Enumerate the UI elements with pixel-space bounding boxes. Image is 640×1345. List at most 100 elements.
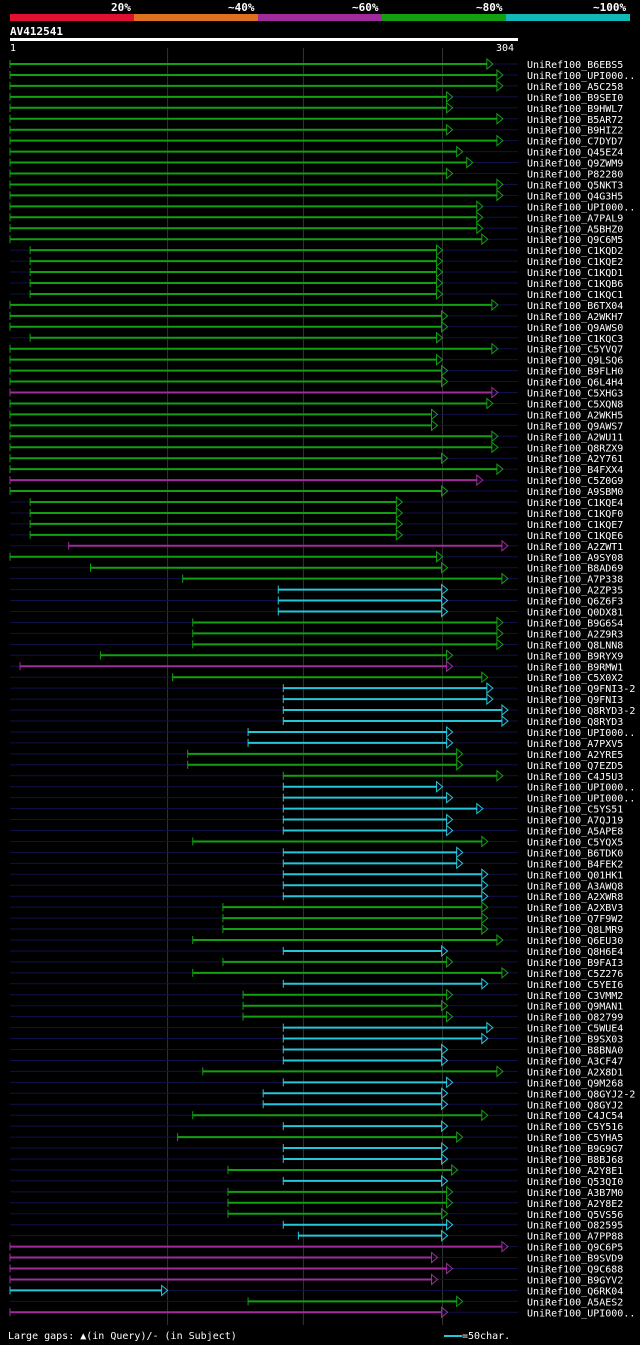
hit-label[interactable]: UniRef100_Q8GYJ2-2 <box>527 1089 635 1100</box>
hit-label[interactable]: UniRef100_B9RMW1 <box>527 662 623 673</box>
hit-label[interactable]: UniRef100_O82799 <box>527 1013 623 1024</box>
hit-label[interactable]: UniRef100_B9SVD9 <box>527 1254 623 1265</box>
hit-label[interactable]: UniRef100_UPI000.. <box>527 1308 635 1319</box>
hit-label[interactable]: UniRef100_C4J5U3 <box>527 772 623 783</box>
hit-label[interactable]: UniRef100_C1KQD1 <box>527 268 623 279</box>
hit-label[interactable]: UniRef100_Q45EZ4 <box>527 148 623 159</box>
hit-label[interactable]: UniRef100_Q8RYD3 <box>527 717 623 728</box>
hit-label[interactable]: UniRef100_A7PAL9 <box>527 213 623 224</box>
hit-label[interactable]: UniRef100_Q6L4H4 <box>527 378 623 389</box>
hit-label[interactable]: UniRef100_B9G9G7 <box>527 1144 623 1155</box>
hit-label[interactable]: UniRef100_UPI000.. <box>527 71 635 82</box>
hit-label[interactable]: UniRef100_A5APE8 <box>527 827 623 838</box>
hit-label[interactable]: UniRef100_Q6Z6F3 <box>527 597 623 608</box>
hit-label[interactable]: UniRef100_B9HWL7 <box>527 104 623 115</box>
hit-label[interactable]: UniRef100_C1KQF0 <box>527 509 623 520</box>
hit-label[interactable]: UniRef100_Q9C688 <box>527 1265 623 1276</box>
hit-label[interactable]: UniRef100_Q9AWS0 <box>527 323 623 334</box>
hit-label[interactable]: UniRef100_C1KQE6 <box>527 531 623 542</box>
hit-label[interactable]: UniRef100_B4FEK2 <box>527 859 623 870</box>
hit-label[interactable]: UniRef100_B8BJ68 <box>527 1155 623 1166</box>
hit-label[interactable]: UniRef100_B9GYV2 <box>527 1275 623 1286</box>
hit-label[interactable]: UniRef100_B9FLH0 <box>527 367 623 378</box>
hit-label[interactable]: UniRef100_C1KQE4 <box>527 498 623 509</box>
hit-label[interactable]: UniRef100_B8AD69 <box>527 564 623 575</box>
hit-label[interactable]: UniRef100_UPI000.. <box>527 783 635 794</box>
hit-label[interactable]: UniRef100_Q9C6P5 <box>527 1243 623 1254</box>
hit-label[interactable]: UniRef100_Q8GYJ2 <box>527 1100 623 1111</box>
hit-label[interactable]: UniRef100_C1KQC1 <box>527 290 623 301</box>
hit-label[interactable]: UniRef100_C5X0X2 <box>527 673 623 684</box>
hit-label[interactable]: UniRef100_C5Z0G9 <box>527 476 623 487</box>
hit-label[interactable]: UniRef100_Q4G3H5 <box>527 191 623 202</box>
hit-label[interactable]: UniRef100_Q9MAN1 <box>527 1002 623 1013</box>
hit-label[interactable]: UniRef100_Q8H6E4 <box>527 947 623 958</box>
hit-label[interactable]: UniRef100_Q53QI0 <box>527 1177 623 1188</box>
hit-label[interactable]: UniRef100_C5XHG3 <box>527 389 623 400</box>
hit-label[interactable]: UniRef100_Q9FNI3 <box>527 695 623 706</box>
hit-label[interactable]: UniRef100_Q6RK04 <box>527 1286 623 1297</box>
hit-label[interactable]: UniRef100_Q9ZWM9 <box>527 159 623 170</box>
hit-label[interactable]: UniRef100_C3VMM2 <box>527 991 623 1002</box>
hit-label[interactable]: UniRef100_Q01HK1 <box>527 870 623 881</box>
hit-label[interactable]: UniRef100_Q9M268 <box>527 1078 623 1089</box>
hit-label[interactable]: UniRef100_A7PXV5 <box>527 739 623 750</box>
hit-label[interactable]: UniRef100_Q9AWS7 <box>527 421 623 432</box>
hit-label[interactable]: UniRef100_UPI000.. <box>527 728 635 739</box>
hit-label[interactable]: UniRef100_A2XWR8 <box>527 892 623 903</box>
hit-label[interactable]: UniRef100_B6EBS5 <box>527 60 623 71</box>
hit-label[interactable]: UniRef100_Q7EZD5 <box>527 761 623 772</box>
hit-label[interactable]: UniRef100_A2Z9R3 <box>527 629 623 640</box>
hit-label[interactable]: UniRef100_A2YRE5 <box>527 750 623 761</box>
hit-label[interactable]: UniRef100_B6TDK0 <box>527 848 623 859</box>
hit-label[interactable]: UniRef100_A2WKH7 <box>527 312 623 323</box>
hit-label[interactable]: UniRef100_A2ZWT1 <box>527 542 623 553</box>
hit-label[interactable]: UniRef100_C1KQE2 <box>527 257 623 268</box>
hit-label[interactable]: UniRef100_B5AR72 <box>527 115 623 126</box>
hit-label[interactable]: UniRef100_Q8RZX9 <box>527 443 623 454</box>
hit-label[interactable]: UniRef100_B6TX04 <box>527 301 623 312</box>
hit-label[interactable]: UniRef100_A7P338 <box>527 575 623 586</box>
hit-label[interactable]: UniRef100_C5YEI6 <box>527 980 623 991</box>
hit-label[interactable]: UniRef100_C7DYD7 <box>527 137 623 148</box>
hit-label[interactable]: UniRef100_C5YHA5 <box>527 1133 623 1144</box>
hit-label[interactable]: UniRef100_B9SX03 <box>527 1035 623 1046</box>
hit-label[interactable]: UniRef100_A7PP88 <box>527 1232 623 1243</box>
hit-label[interactable]: UniRef100_C5YVQ7 <box>527 345 623 356</box>
hit-label[interactable]: UniRef100_B9FAI3 <box>527 958 623 969</box>
hit-label[interactable]: UniRef100_Q5NKT3 <box>527 180 623 191</box>
hit-label[interactable]: UniRef100_A2Y8E1 <box>527 1166 623 1177</box>
hit-label[interactable]: UniRef100_C5WUE4 <box>527 1024 623 1035</box>
hit-label[interactable]: UniRef100_A2WKH5 <box>527 410 623 421</box>
hit-label[interactable]: UniRef100_A7QJ19 <box>527 816 623 827</box>
hit-label[interactable]: UniRef100_Q5VS56 <box>527 1210 623 1221</box>
hit-label[interactable]: UniRef100_C5Y516 <box>527 1122 623 1133</box>
hit-label[interactable]: UniRef100_Q8RYD3-2 <box>527 706 635 717</box>
hit-label[interactable]: UniRef100_UPI000.. <box>527 794 635 805</box>
hit-label[interactable]: UniRef100_C5XQN8 <box>527 399 623 410</box>
hit-label[interactable]: UniRef100_C1KQD2 <box>527 246 623 257</box>
hit-label[interactable]: UniRef100_A5AES2 <box>527 1297 623 1308</box>
hit-label[interactable]: UniRef100_A5C258 <box>527 82 623 93</box>
hit-label[interactable]: UniRef100_A2ZP35 <box>527 586 623 597</box>
hit-label[interactable]: UniRef100_B9SEI0 <box>527 93 623 104</box>
hit-label[interactable]: UniRef100_O82595 <box>527 1221 623 1232</box>
hit-label[interactable]: UniRef100_Q9FNI3-2 <box>527 684 635 695</box>
hit-label[interactable]: UniRef100_C1KQB6 <box>527 279 623 290</box>
hit-label[interactable]: UniRef100_A3AWQ8 <box>527 881 623 892</box>
hit-label[interactable]: UniRef100_Q8LNN8 <box>527 640 623 651</box>
hit-label[interactable]: UniRef100_B9RYX9 <box>527 651 623 662</box>
hit-label[interactable]: UniRef100_B8BNA0 <box>527 1046 623 1057</box>
hit-label[interactable]: UniRef100_A9SBM0 <box>527 487 623 498</box>
hit-label[interactable]: UniRef100_Q6EU30 <box>527 936 623 947</box>
hit-label[interactable]: UniRef100_C5YS51 <box>527 805 623 816</box>
hit-label[interactable]: UniRef100_A2Y761 <box>527 454 623 465</box>
hit-label[interactable]: UniRef100_Q7F9W2 <box>527 914 623 925</box>
hit-label[interactable]: UniRef100_C1KQE7 <box>527 520 623 531</box>
hit-label[interactable]: UniRef100_A3B7M0 <box>527 1188 623 1199</box>
hit-label[interactable]: UniRef100_A3CF47 <box>527 1056 623 1067</box>
hit-label[interactable]: UniRef100_Q0DX81 <box>527 608 623 619</box>
hit-label[interactable]: UniRef100_A2Y8E2 <box>527 1199 623 1210</box>
hit-label[interactable]: UniRef100_C5YQX5 <box>527 837 623 848</box>
hit-label[interactable]: UniRef100_A9SY08 <box>527 553 623 564</box>
